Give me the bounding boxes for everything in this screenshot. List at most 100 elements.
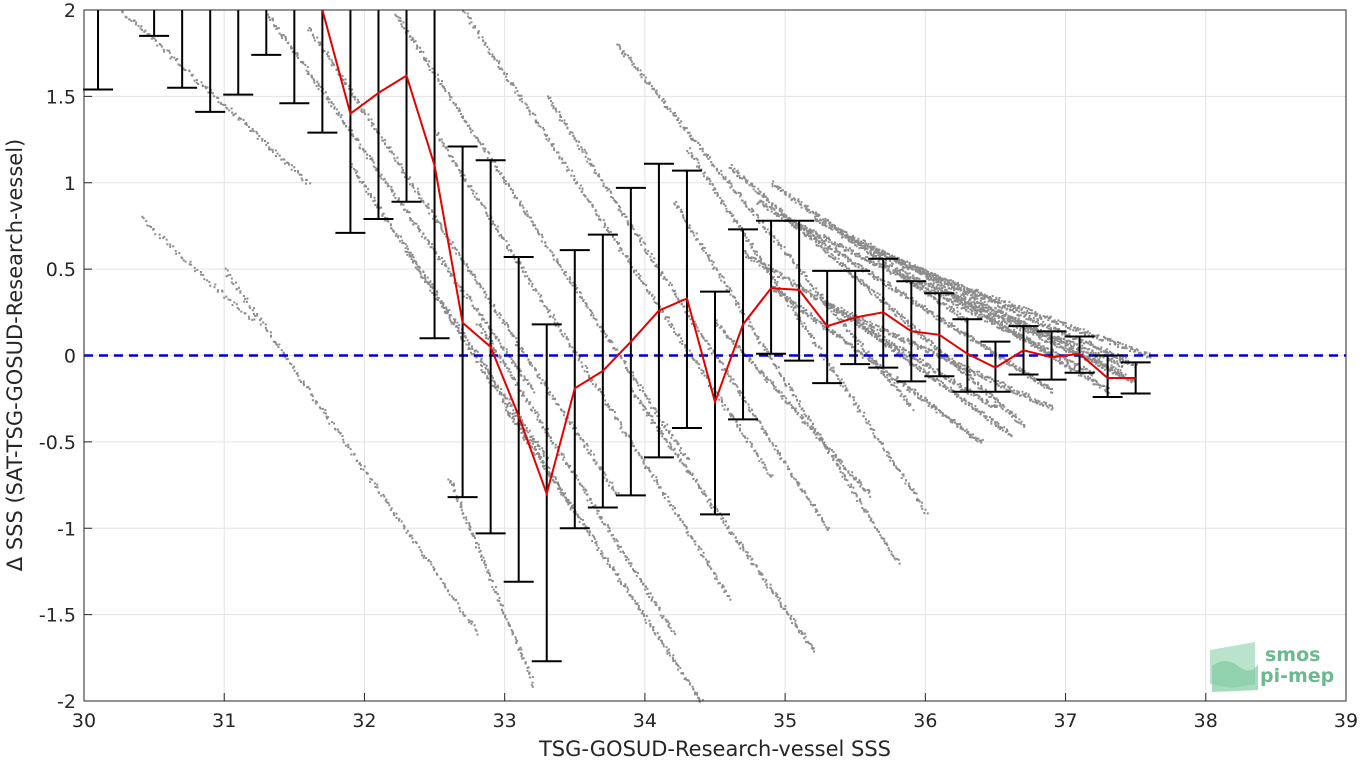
scatter-point — [841, 475, 844, 478]
scatter-point — [764, 429, 767, 432]
scatter-point — [884, 302, 887, 305]
scatter-point — [292, 50, 295, 53]
scatter-point — [483, 561, 486, 564]
scatter-point — [478, 550, 481, 553]
scatter-point — [743, 202, 746, 204]
scatter-point — [857, 279, 860, 282]
scatter-point — [758, 220, 761, 223]
scatter-point — [970, 335, 973, 338]
scatter-point — [503, 362, 506, 365]
scatter-point — [475, 280, 478, 283]
scatter-point — [330, 101, 333, 104]
scatter-point — [330, 59, 333, 62]
scatter-point — [235, 281, 238, 284]
scatter-point — [709, 347, 712, 350]
scatter-point — [824, 235, 827, 238]
scatter-point — [512, 412, 515, 415]
scatter-point — [642, 408, 645, 411]
scatter-point — [817, 242, 820, 245]
scatter-point — [973, 381, 976, 384]
scatter-point — [820, 353, 823, 356]
scatter-point — [720, 517, 723, 520]
scatter-point — [869, 519, 872, 522]
scatter-point — [633, 66, 636, 69]
scatter-point — [365, 157, 368, 160]
scatter-point — [860, 344, 863, 347]
scatter-point — [436, 291, 439, 294]
scatter-point — [519, 427, 522, 430]
scatter-point — [213, 286, 216, 289]
scatter-point — [720, 199, 723, 202]
scatter-point — [594, 172, 597, 175]
scatter-point — [503, 320, 506, 323]
scatter-point — [669, 110, 672, 113]
scatter-point — [537, 443, 540, 446]
scatter-point — [1006, 360, 1009, 363]
scatter-point — [519, 370, 522, 372]
scatter-point — [238, 308, 240, 311]
scatter-point — [645, 251, 647, 254]
scatter-point — [278, 343, 281, 346]
scatter-point — [655, 476, 658, 479]
scatter-point — [842, 262, 844, 265]
scatter-point — [427, 282, 430, 284]
scatter-point — [376, 130, 378, 133]
scatter-point — [1031, 377, 1034, 380]
scatter-point — [832, 313, 835, 316]
scatter-point — [998, 404, 1001, 407]
scatter-point — [291, 47, 294, 50]
scatter-point — [864, 508, 867, 511]
scatter-point — [498, 234, 501, 237]
scatter-point — [958, 331, 961, 334]
scatter-point — [344, 78, 347, 81]
scatter-point — [388, 150, 391, 153]
scatter-point — [700, 368, 703, 371]
scatter-point — [473, 535, 476, 538]
scatter-point — [610, 534, 613, 537]
scatter-point — [720, 201, 723, 204]
scatter-point — [618, 209, 621, 212]
scatter-point — [639, 240, 641, 243]
scatter-point — [761, 425, 764, 428]
scatter-point — [497, 170, 500, 173]
scatter-point — [785, 214, 788, 217]
scatter-point — [322, 92, 325, 95]
scatter-point — [690, 152, 693, 155]
scatter-point — [747, 409, 750, 412]
scatter-point — [532, 406, 535, 409]
scatter-point — [579, 296, 582, 298]
scatter-point — [406, 209, 409, 212]
scatter-point — [591, 205, 594, 208]
scatter-point — [802, 409, 805, 412]
scatter-point — [702, 551, 705, 554]
scatter-point — [730, 533, 732, 535]
scatter-point — [700, 372, 703, 375]
scatter-point — [410, 38, 413, 41]
scatter-point — [557, 325, 560, 328]
scatter-point — [777, 599, 780, 602]
scatter-point — [950, 324, 953, 327]
scatter-point — [868, 273, 871, 276]
scatter-point — [479, 323, 482, 326]
scatter-point — [662, 277, 665, 280]
scatter-point — [437, 132, 440, 134]
scatter-point — [526, 275, 529, 278]
scatter-point — [397, 16, 400, 19]
scatter-point — [631, 63, 634, 66]
scatter-point — [404, 247, 407, 250]
scatter-point — [375, 128, 378, 131]
scatter-point — [519, 652, 522, 654]
scatter-point — [800, 226, 802, 229]
scatter-point — [313, 79, 316, 82]
scatter-point — [1007, 363, 1010, 366]
scatter-point — [563, 122, 566, 125]
scatter-point — [416, 268, 419, 271]
scatter-streak — [141, 215, 256, 321]
scatter-point — [820, 246, 823, 248]
scatter-point — [573, 179, 576, 182]
scatter-point — [429, 289, 432, 292]
scatter-point — [557, 483, 559, 485]
scatter-point — [768, 233, 771, 236]
scatter-point — [435, 298, 438, 301]
scatter-point — [419, 229, 422, 231]
